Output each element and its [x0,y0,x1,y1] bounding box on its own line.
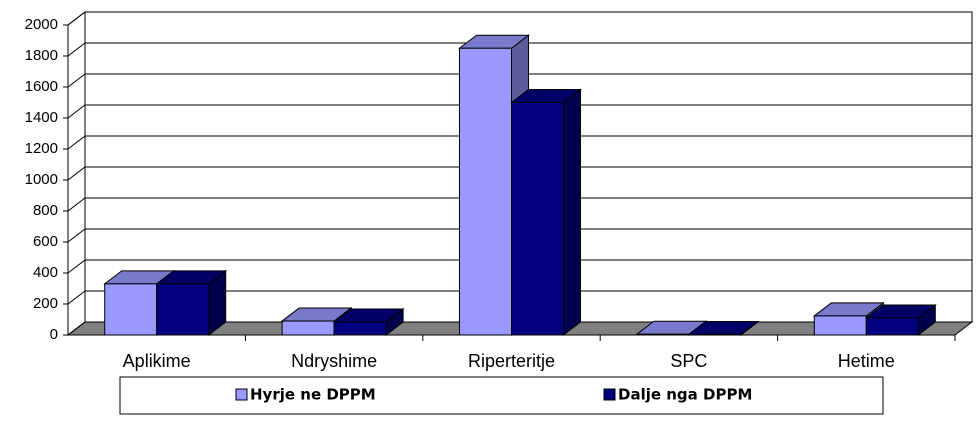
grid-line [67,11,972,26]
grid-line [67,104,972,119]
legend-label: Dalje nga DPPM [618,386,752,404]
grid-line [67,290,972,305]
x-tick-label: Ndryshime [291,351,377,371]
grid-line [67,259,972,274]
x-tick-label: Hetime [838,351,895,371]
grid-line [67,166,972,181]
grid-line [67,73,972,88]
bar [156,283,210,336]
y-tick-label: 800 [33,202,58,219]
grid-line [67,228,972,243]
x-tick-label: Aplikime [123,351,191,371]
legend-swatch [603,388,616,401]
x-tick-label: SPC [670,351,707,371]
bar [511,102,564,336]
grid-line [67,42,972,57]
x-tick-label: Riperteritje [468,351,555,371]
y-tick-label: 200 [33,295,58,312]
legend-label: Hyrje ne DPPM [250,386,376,404]
y-tick-label: 1800 [25,47,58,64]
y-tick-label: 400 [33,264,58,281]
y-tick-label: 2000 [25,16,58,33]
grid-line [67,197,972,212]
y-tick-label: 0 [50,326,58,343]
legend-box [119,376,884,415]
bar [865,317,919,336]
bar [104,283,158,336]
bar [813,315,867,336]
grid-line [67,135,972,150]
legend-swatch [235,388,248,401]
y-tick-label: 1400 [25,109,58,126]
bar-side [563,88,581,337]
bar [459,47,512,336]
y-tick-label: 1000 [25,171,58,188]
y-tick-label: 1200 [25,140,58,157]
bar [636,333,690,336]
bar [333,321,387,336]
y-tick-label: 1600 [25,78,58,95]
bar [281,320,335,336]
y-tick-label: 600 [33,233,58,250]
